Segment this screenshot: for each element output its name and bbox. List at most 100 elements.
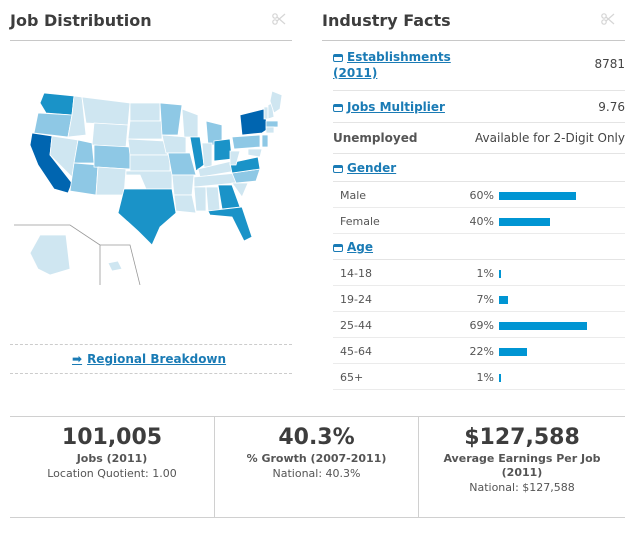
- stat-label-year: (2011): [501, 466, 543, 479]
- state-az: [69, 162, 99, 196]
- age-label: 14-18: [340, 267, 372, 280]
- establishments-row: Establishments (2011) 8781: [333, 49, 625, 91]
- jobs-multiplier-link[interactable]: Jobs Multiplier: [333, 100, 445, 114]
- gender-bar: [499, 192, 576, 200]
- state-hi: [107, 260, 123, 272]
- stat-jobs: 101,005 Jobs (2011) Location Quotient: 1…: [10, 425, 214, 482]
- age-row: 19-24 7%: [333, 286, 625, 312]
- stat-growth: 40.3% % Growth (2007-2011) National: 40.…: [215, 425, 418, 482]
- gender-percent: 40%: [469, 215, 494, 228]
- state-wi: [181, 108, 199, 138]
- state-ok: [125, 170, 173, 190]
- gender-row: Female 40%: [333, 208, 625, 234]
- stat-label: Jobs (2011): [76, 452, 148, 465]
- state-md: [247, 148, 263, 158]
- gender-header[interactable]: Gender: [333, 154, 625, 182]
- window-icon: [333, 103, 343, 112]
- gender-row: Male 60%: [333, 182, 625, 208]
- map-inset-border: [14, 224, 141, 285]
- stats-separator: [214, 417, 215, 517]
- state-ar: [171, 174, 195, 196]
- state-id: [67, 95, 87, 138]
- state-ma: [265, 120, 279, 128]
- industry-facts-title: Industry Facts: [322, 11, 451, 30]
- scissors-icon[interactable]: [272, 12, 286, 26]
- title-divider: [322, 40, 625, 41]
- state-or: [33, 112, 73, 138]
- state-co: [93, 144, 131, 170]
- regional-breakdown-label[interactable]: Regional Breakdown: [87, 352, 227, 366]
- age-bar: [499, 296, 508, 304]
- age-label: 45-64: [340, 345, 372, 358]
- gender-label: Female: [340, 215, 380, 228]
- state-ks: [129, 154, 171, 172]
- gender-percent: 60%: [469, 189, 494, 202]
- stat-value: $127,588: [464, 425, 580, 450]
- jobs-multiplier-value: 9.76: [598, 99, 625, 114]
- divider-dotted: [10, 373, 292, 374]
- stat-value: 40.3%: [278, 425, 355, 450]
- state-pa: [231, 134, 261, 150]
- state-vt: [263, 106, 269, 120]
- establishments-link[interactable]: Establishments (2011): [333, 50, 451, 80]
- state-ak: [29, 234, 71, 276]
- state-al: [205, 186, 221, 212]
- age-row: 14-18 1%: [333, 260, 625, 286]
- state-mn: [159, 102, 183, 136]
- state-nd: [129, 102, 161, 122]
- age-row: 65+ 1%: [333, 364, 625, 390]
- us-job-distribution-map: [14, 90, 283, 285]
- unemployed-label: Unemployed: [333, 131, 418, 145]
- state-ne: [127, 138, 169, 156]
- state-tx: [117, 188, 177, 246]
- divider-dotted: [10, 344, 292, 345]
- state-mt: [81, 96, 131, 126]
- stat-label: Average Earnings Per Job: [443, 452, 601, 465]
- regional-breakdown-link[interactable]: ➡ Regional Breakdown: [72, 352, 226, 366]
- age-percent: 1%: [476, 267, 494, 280]
- stats-divider-bottom: [10, 517, 625, 518]
- stat-label: % Growth (2007-2011): [246, 452, 387, 465]
- arrow-right-icon: ➡: [72, 352, 83, 366]
- age-bar: [499, 270, 501, 278]
- age-label: 19-24: [340, 293, 372, 306]
- stat-value: 101,005: [61, 425, 163, 450]
- state-wv: [229, 150, 241, 166]
- scissors-icon[interactable]: [601, 12, 615, 26]
- stat-sub: Location Quotient: 1.00: [47, 467, 177, 480]
- state-ny: [239, 108, 269, 136]
- gender-label: Male: [340, 189, 367, 202]
- age-label: 25-44: [340, 319, 372, 332]
- age-row: 45-64 22%: [333, 338, 625, 364]
- age-label: 65+: [340, 371, 364, 384]
- state-ia: [161, 134, 187, 154]
- stats-divider-top: [10, 416, 625, 417]
- stat-earnings: $127,588 Average Earnings Per Job (2011)…: [419, 425, 625, 496]
- state-fl: [207, 206, 253, 242]
- state-wa: [39, 92, 75, 116]
- window-icon: [333, 164, 343, 173]
- state-in: [201, 142, 213, 168]
- establishments-value: 8781: [594, 57, 625, 71]
- stat-sub: National: $127,588: [469, 481, 575, 494]
- age-row: 25-44 69%: [333, 312, 625, 338]
- state-sd: [127, 120, 163, 140]
- gender-bar: [499, 218, 551, 226]
- state-mo: [167, 152, 197, 176]
- age-percent: 1%: [476, 371, 494, 384]
- state-me: [269, 90, 283, 114]
- jobs-multiplier-row: Jobs Multiplier 9.76: [333, 91, 625, 123]
- age-bar: [499, 322, 588, 330]
- age-bar: [499, 374, 501, 382]
- stat-sub: National: 40.3%: [272, 467, 361, 480]
- state-nj: [261, 134, 269, 148]
- state-la: [173, 194, 197, 214]
- age-header[interactable]: Age: [333, 234, 625, 260]
- state-ct: [265, 126, 275, 134]
- state-va: [229, 156, 261, 174]
- job-distribution-title: Job Distribution: [10, 11, 152, 30]
- title-divider: [10, 40, 292, 41]
- state-wy: [91, 122, 129, 148]
- unemployed-row: Unemployed Available for 2-Digit Only: [333, 123, 625, 154]
- age-percent: 7%: [476, 293, 494, 306]
